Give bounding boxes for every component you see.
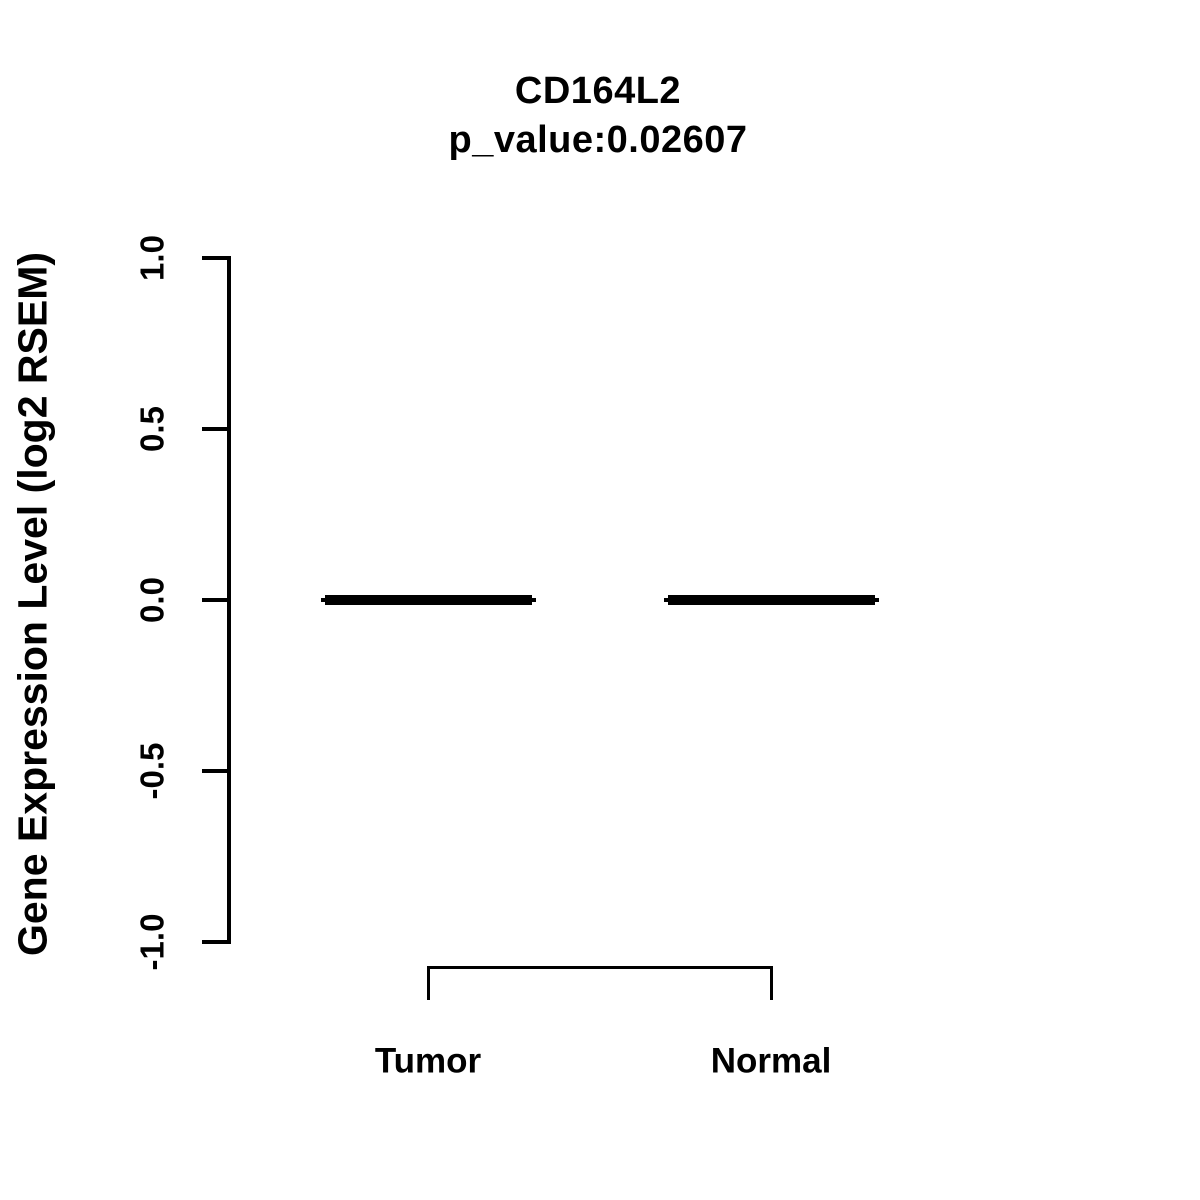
y-tick-label: -1.0: [133, 913, 171, 971]
y-tick-mark: [202, 598, 230, 602]
y-tick-mark: [202, 769, 230, 773]
x-axis-label-tumor: Tumor: [374, 1041, 482, 1081]
x-axis-tick-mark: [427, 966, 430, 1000]
y-axis-title: Gene Expression Level (log2 RSEM): [9, 251, 56, 957]
y-tick-label: 1.0: [133, 235, 171, 281]
chart-subtitle-pvalue: p_value:0.02607: [448, 119, 748, 161]
x-axis-line: [427, 966, 772, 969]
y-tick-label: 0.0: [133, 577, 171, 623]
y-tick-mark: [202, 256, 230, 260]
x-axis-label-normal: Normal: [710, 1041, 832, 1081]
x-axis-tick-mark: [770, 966, 773, 1000]
y-tick-mark: [202, 940, 230, 944]
chart-title: CD164L2: [514, 70, 682, 112]
y-tick-label: 0.5: [133, 406, 171, 452]
median-bar-normal: [663, 595, 879, 605]
y-tick-label: -0.5: [133, 742, 171, 800]
y-tick-mark: [202, 427, 230, 431]
median-bar-tumor: [320, 595, 536, 605]
